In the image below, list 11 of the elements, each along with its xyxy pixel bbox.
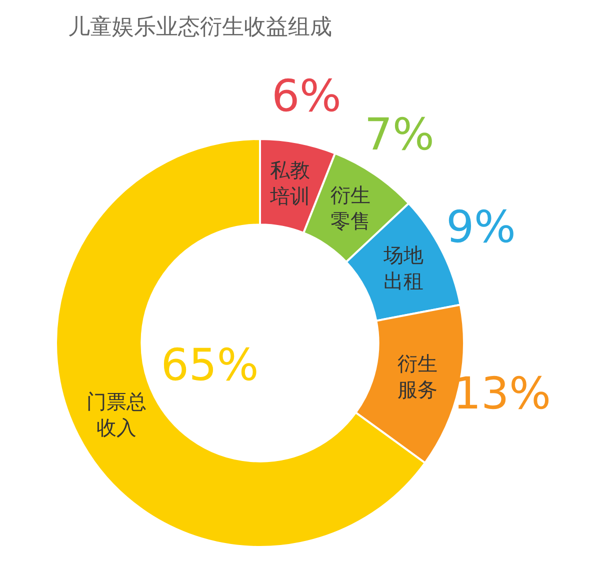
data-label: 9%	[446, 202, 516, 253]
data-label: 6%	[272, 70, 342, 122]
slice-label: 场地出租	[382, 243, 424, 294]
slice-label: 门票总收入	[86, 389, 146, 440]
slice-label: 私教培训	[269, 158, 310, 208]
slice-label: 衍生服务	[397, 351, 438, 402]
data-label: 13%	[453, 368, 551, 420]
data-label: 65%	[160, 340, 259, 392]
chart-title: 儿童娱乐业态衍生收益组成	[67, 14, 333, 42]
data-label: 7%	[364, 109, 434, 160]
slice-label: 衍生零售	[330, 182, 371, 233]
